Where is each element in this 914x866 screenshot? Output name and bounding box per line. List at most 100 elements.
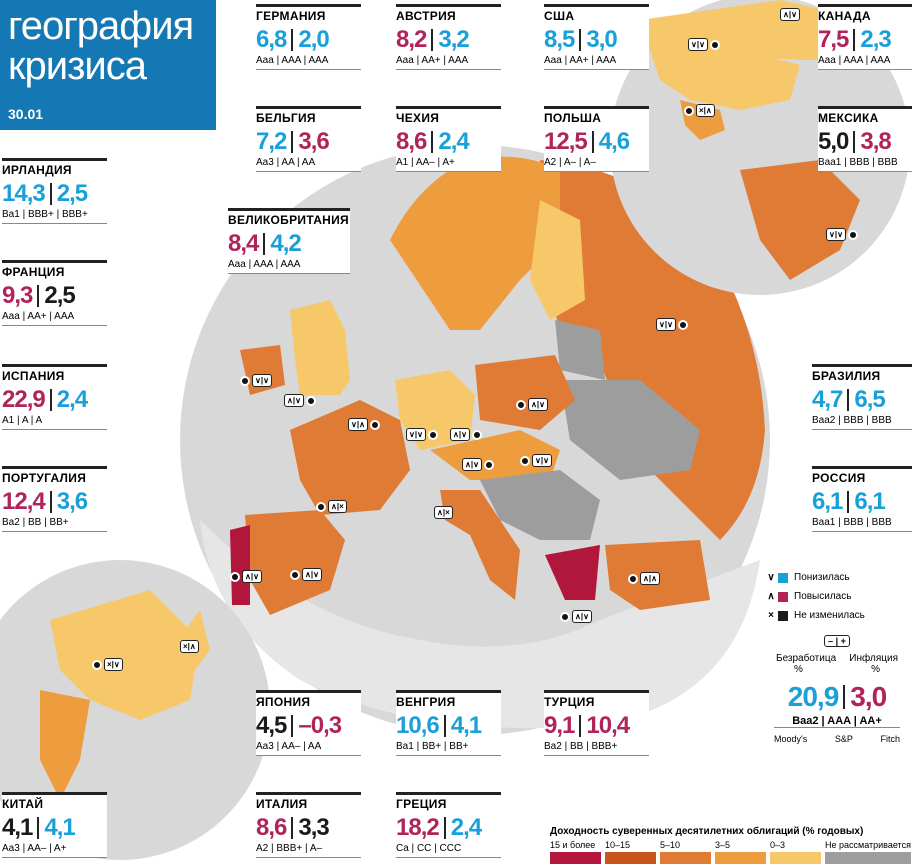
unemployment-value: 4,7	[812, 386, 843, 413]
legend-inflation: Инфляция	[849, 653, 898, 664]
inflation-value: 3,6	[298, 128, 329, 155]
inflation-value: 2,3	[860, 26, 891, 53]
pin-belgium: ∨|∧	[346, 418, 380, 431]
pin-czech: ∧|∨	[448, 428, 482, 441]
country-name: ФРАНЦИЯ	[2, 260, 107, 279]
region-china	[50, 590, 200, 720]
card-mexico: МЕКСИКА 5,0 3,8 Baa1 | BBB | BBB	[818, 106, 912, 172]
pin-dot	[316, 501, 326, 512]
country-name: ИРЛАНДИЯ	[2, 158, 107, 177]
title-line2: кризиса	[8, 44, 147, 88]
pin-mexico: ×|∧	[684, 104, 717, 117]
band-1: 10–15	[601, 840, 656, 864]
region-brazil	[740, 160, 860, 280]
inflation-value: 4,2	[270, 230, 301, 257]
unemployment-value: 6,8	[256, 26, 287, 53]
country-name: РОССИЯ	[812, 466, 912, 485]
country-name: БРАЗИЛИЯ	[812, 364, 912, 383]
country-name: ЧЕХИЯ	[396, 106, 501, 125]
card-canada: КАНАДА 7,5 2,3 Aaa | AAA | AAA	[818, 4, 912, 70]
card-france: ФРАНЦИЯ 9,3 2,5 Aaa | AA+ | AAA	[2, 260, 107, 326]
country-name: ПОЛЬША	[544, 106, 649, 125]
card-poland: ПОЛЬША 12,5 4,6 A2 | A– | A–	[544, 106, 649, 172]
inflation-value: 4,1	[450, 712, 482, 739]
region-france	[290, 400, 410, 515]
pin-dot	[240, 375, 250, 386]
agency-sp: S&P	[834, 734, 853, 744]
legend-up: ∧ Повысилась	[767, 591, 852, 602]
pin-usa: ∨|∨	[686, 38, 720, 51]
pin-canada: ∧|∨	[778, 8, 802, 21]
pin-tag: ×|∧	[180, 640, 199, 653]
card-turkey: ТУРЦИЯ 9,1 10,4 Ba2 | BB | BBB+	[544, 690, 649, 756]
country-name: ВЕЛИКОБРИТАНИЯ	[228, 208, 350, 227]
inflation-value: 2,5	[56, 180, 88, 207]
inflation-value: 3,0	[586, 26, 617, 53]
legend-sample-inflation: 3,0	[850, 681, 887, 712]
inflation-value: 4,1	[44, 814, 75, 841]
pin-tag: ∧|×	[434, 506, 453, 519]
region-italy	[440, 490, 520, 600]
pin-dot	[427, 429, 438, 440]
card-usa: США 8,5 3,0 Aaa | AA+ | AAA	[544, 4, 649, 70]
country-name: ИСПАНИЯ	[2, 364, 107, 383]
legend-toggle: – | +	[824, 635, 850, 647]
ratings: Aa3 | AA– | AA	[256, 740, 361, 756]
region-finland	[530, 200, 585, 320]
band-3: 3–5	[711, 840, 766, 864]
pin-dot	[305, 395, 316, 406]
band-4: 0–3	[766, 840, 821, 864]
ratings: Aaa | AA+ | AAA	[2, 310, 107, 326]
inflation-value: –0,3	[298, 712, 342, 739]
ratings: Aaa | AAA | AAA	[228, 258, 350, 274]
region-balkans	[480, 470, 600, 540]
pin-tag: ∨|∨	[406, 428, 426, 441]
ratings: Aa3 | AA– | A+	[2, 842, 107, 858]
country-name: ВЕНГРИЯ	[396, 690, 501, 709]
unemployment-value: 18,2	[396, 814, 440, 841]
unemployment-value: 9,1	[544, 712, 575, 739]
region-india	[40, 690, 90, 800]
country-name: США	[544, 4, 649, 23]
inflation-value: 2,5	[44, 282, 75, 309]
inflation-value: 4,6	[598, 128, 630, 155]
pin-turkey: ∧|∧	[628, 572, 662, 585]
region-ireland	[240, 345, 285, 395]
ratings: Ba1 | BB+ | BB+	[396, 740, 501, 756]
pin-spain: ∧|∨	[290, 568, 324, 581]
region-uk	[290, 300, 350, 395]
card-czech: ЧЕХИЯ 8,6 2,4 A1 | AA– | A+	[396, 106, 501, 172]
ratings: Baa2 | BBB | BBB	[812, 414, 912, 430]
country-name: БЕЛЬГИЯ	[256, 106, 361, 125]
pin-tag: ∧|∨	[284, 394, 304, 407]
country-name: КИТАЙ	[2, 792, 107, 811]
band-2: 5–10	[656, 840, 711, 864]
unemployment-value: 7,5	[818, 26, 849, 53]
pin-dot	[92, 659, 102, 670]
ratings: Aaa | AAA | AAA	[818, 54, 912, 70]
country-name: ГЕРМАНИЯ	[256, 4, 361, 23]
ratings: Aaa | AAA | AAA	[256, 54, 361, 70]
ratings: Ba2 | BB | BB+	[2, 516, 107, 532]
pin-italy: ∧|×	[432, 506, 455, 519]
country-name: ГРЕЦИЯ	[396, 792, 501, 811]
unemployment-value: 6,1	[812, 488, 843, 515]
pin-tag: ∧|∧	[640, 572, 660, 585]
pin-ireland: ∨|∨	[240, 374, 274, 387]
region-scandinavia	[390, 156, 560, 330]
pin-dot	[290, 569, 300, 580]
pin-tag: ∧|∨	[528, 398, 548, 411]
pin-dot	[847, 229, 858, 240]
pin-tag: ×|∧	[696, 104, 715, 117]
pin-germany: ∨|∨	[404, 428, 438, 441]
pin-tag: ∧|×	[328, 500, 347, 513]
unemployment-value: 8,5	[544, 26, 575, 53]
country-name: МЕКСИКА	[818, 106, 912, 125]
band-5: Не рассматривается	[821, 840, 911, 864]
card-austria: АВСТРИЯ 8,2 3,2 Aaa | AA+ | AAA	[396, 4, 501, 70]
pin-uk: ∧|∨	[282, 394, 316, 407]
unemployment-value: 7,2	[256, 128, 287, 155]
title-line1: география	[8, 4, 194, 48]
pin-china: ×|∨	[92, 658, 125, 671]
card-portugal: ПОРТУГАЛИЯ 12,4 3,6 Ba2 | BB | BB+	[2, 466, 107, 532]
